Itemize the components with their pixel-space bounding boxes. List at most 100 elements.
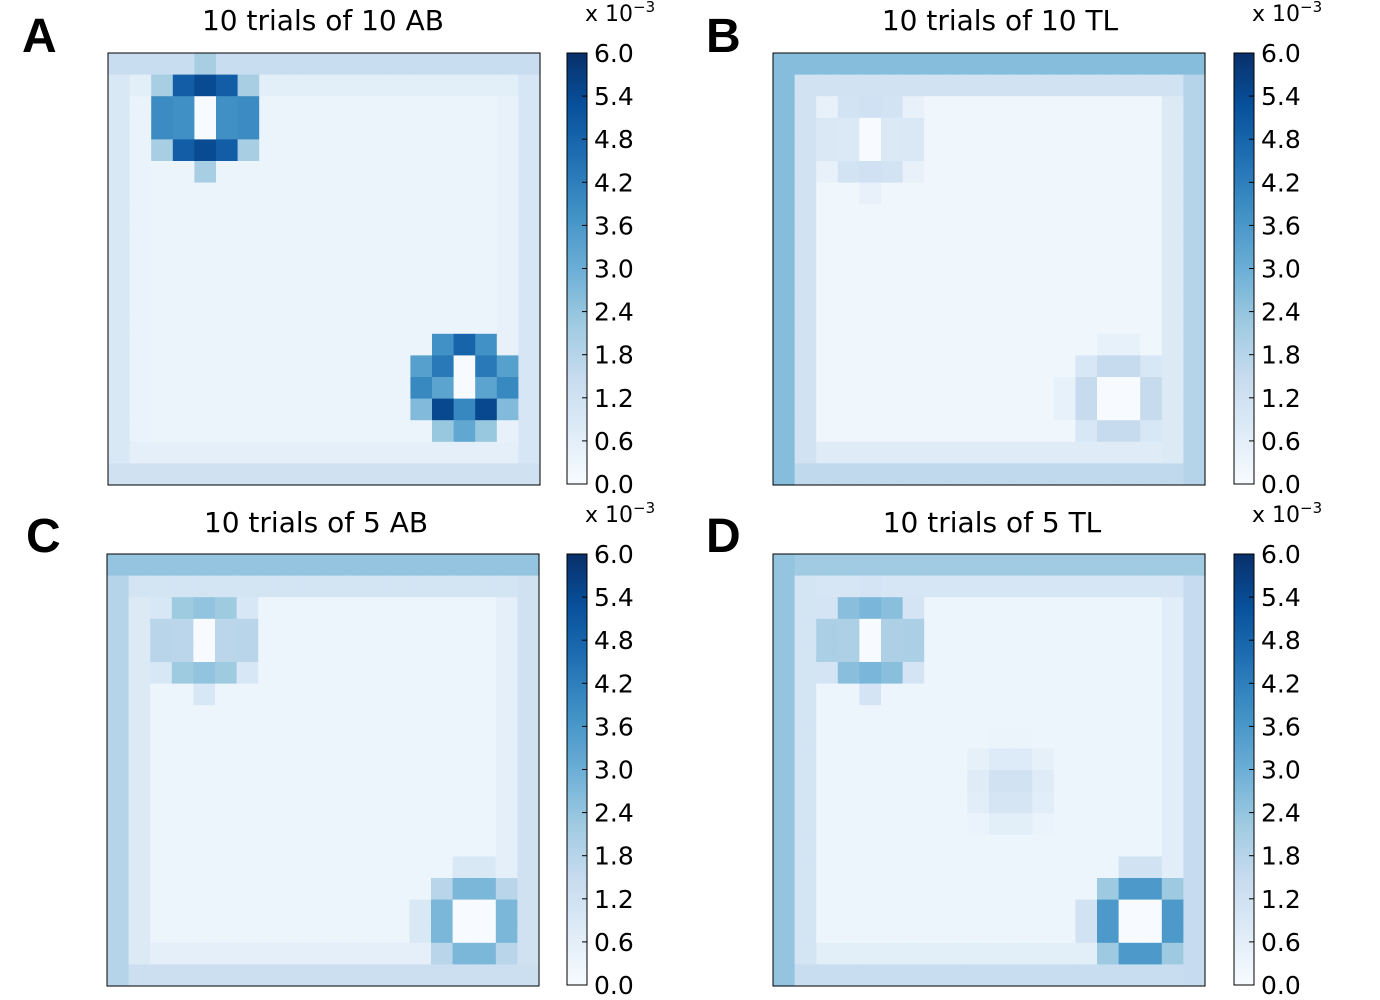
heatmap-cell [859, 117, 882, 140]
heatmap-cell [517, 683, 540, 706]
heatmap-cell [816, 463, 839, 486]
heatmap-cell [1140, 770, 1163, 793]
heatmap-cell [1053, 748, 1076, 771]
heatmap-cell [301, 856, 324, 879]
heatmap-cell [881, 182, 904, 205]
colorbar-tick-label: 5.4 [594, 82, 634, 111]
heatmap-cell [193, 683, 216, 706]
heatmap-cell [518, 269, 541, 292]
heatmap-cell [816, 161, 839, 184]
heatmap-cell [1097, 899, 1120, 922]
heatmap-cell [1097, 597, 1120, 620]
heatmap-cell [367, 398, 390, 421]
heatmap-cell [258, 791, 281, 814]
heatmap-cell [989, 204, 1012, 227]
heatmap-cell [989, 554, 1012, 577]
heatmap-cell [1140, 921, 1163, 944]
heatmap-cell [128, 575, 151, 598]
heatmap-cell [902, 683, 925, 706]
heatmap-cell [967, 269, 990, 292]
heatmap-cell [237, 312, 260, 335]
heatmap-cell [989, 53, 1012, 76]
heatmap-cell [475, 139, 498, 162]
heatmap-cell [773, 575, 796, 598]
heatmap-cell [151, 441, 174, 464]
heatmap-cell [924, 683, 947, 706]
heatmap-cell [902, 117, 925, 140]
colorbar-multiplier: x 10−3 [585, 499, 655, 528]
heatmap-cell [902, 204, 925, 227]
heatmap-cell [1118, 899, 1141, 922]
heatmap-cell [794, 96, 817, 119]
heatmap-cell [128, 964, 151, 987]
heatmap-cell [496, 398, 519, 421]
heatmap-cell [193, 964, 216, 987]
heatmap-cell [387, 813, 410, 836]
heatmap-cell [1140, 333, 1163, 356]
heatmap-cell [432, 290, 455, 313]
heatmap-cell [1097, 683, 1120, 706]
heatmap-cell [1140, 247, 1163, 270]
heatmap-frame [772, 553, 1206, 987]
heatmap-cell [859, 640, 882, 663]
heatmap-cell [967, 770, 990, 793]
heatmap-cell [1183, 683, 1206, 706]
heatmap-cell [194, 333, 217, 356]
heatmap-cell [495, 856, 518, 879]
heatmap-cell [517, 554, 540, 577]
heatmap-cell [323, 575, 346, 598]
heatmap-cell [324, 355, 347, 378]
heatmap-cell [1010, 770, 1033, 793]
heatmap-cell [1075, 942, 1098, 965]
heatmap-cell [151, 117, 174, 140]
heatmap-cell [496, 269, 519, 292]
colorbar-tick-label: 3.6 [594, 211, 634, 240]
heatmap-cell [345, 290, 368, 313]
heatmap-cell [366, 683, 389, 706]
heatmap-cell [151, 96, 174, 119]
heatmap-cell [432, 139, 455, 162]
heatmap-cell [280, 333, 303, 356]
heatmap-cell [794, 726, 817, 749]
heatmap-cell [518, 312, 541, 335]
heatmap-cell [837, 377, 860, 400]
heatmap-cell [945, 139, 968, 162]
heatmap-cell [324, 204, 347, 227]
heatmap-cell [518, 333, 541, 356]
heatmap-cell [1075, 705, 1098, 728]
heatmap-cell [989, 355, 1012, 378]
heatmap-cell [1010, 53, 1033, 76]
heatmap-cell [172, 290, 195, 313]
heatmap-cell [387, 640, 410, 663]
heatmap-cell [301, 921, 324, 944]
heatmap-cell [302, 441, 325, 464]
heatmap-cell [1183, 856, 1206, 879]
heatmap-cell [108, 117, 131, 140]
heatmap-cell [1161, 662, 1184, 685]
heatmap-cell [236, 813, 259, 836]
heatmap-cell [495, 575, 518, 598]
heatmap-cell [816, 683, 839, 706]
heatmap-cell [431, 813, 454, 836]
heatmap-cell [1032, 942, 1055, 965]
heatmap-cell [302, 269, 325, 292]
heatmap-cell [837, 813, 860, 836]
heatmap-cell [280, 139, 303, 162]
heatmap-cell [107, 964, 130, 987]
heatmap-cell [1118, 618, 1141, 641]
heatmap-cell [859, 899, 882, 922]
heatmap-cell [409, 942, 432, 965]
heatmap-cell [1161, 813, 1184, 836]
heatmap-cell [324, 333, 347, 356]
heatmap-cell [128, 748, 151, 771]
heatmap-cell [172, 204, 195, 227]
heatmap-cell [453, 377, 476, 400]
heatmap-cell [1053, 398, 1076, 421]
heatmap-cell [773, 662, 796, 685]
heatmap-cell [108, 269, 131, 292]
heatmap-cell [216, 247, 239, 270]
heatmap-cell [794, 53, 817, 76]
heatmap-cell [881, 312, 904, 335]
heatmap-cell [496, 161, 519, 184]
heatmap-cell [837, 139, 860, 162]
